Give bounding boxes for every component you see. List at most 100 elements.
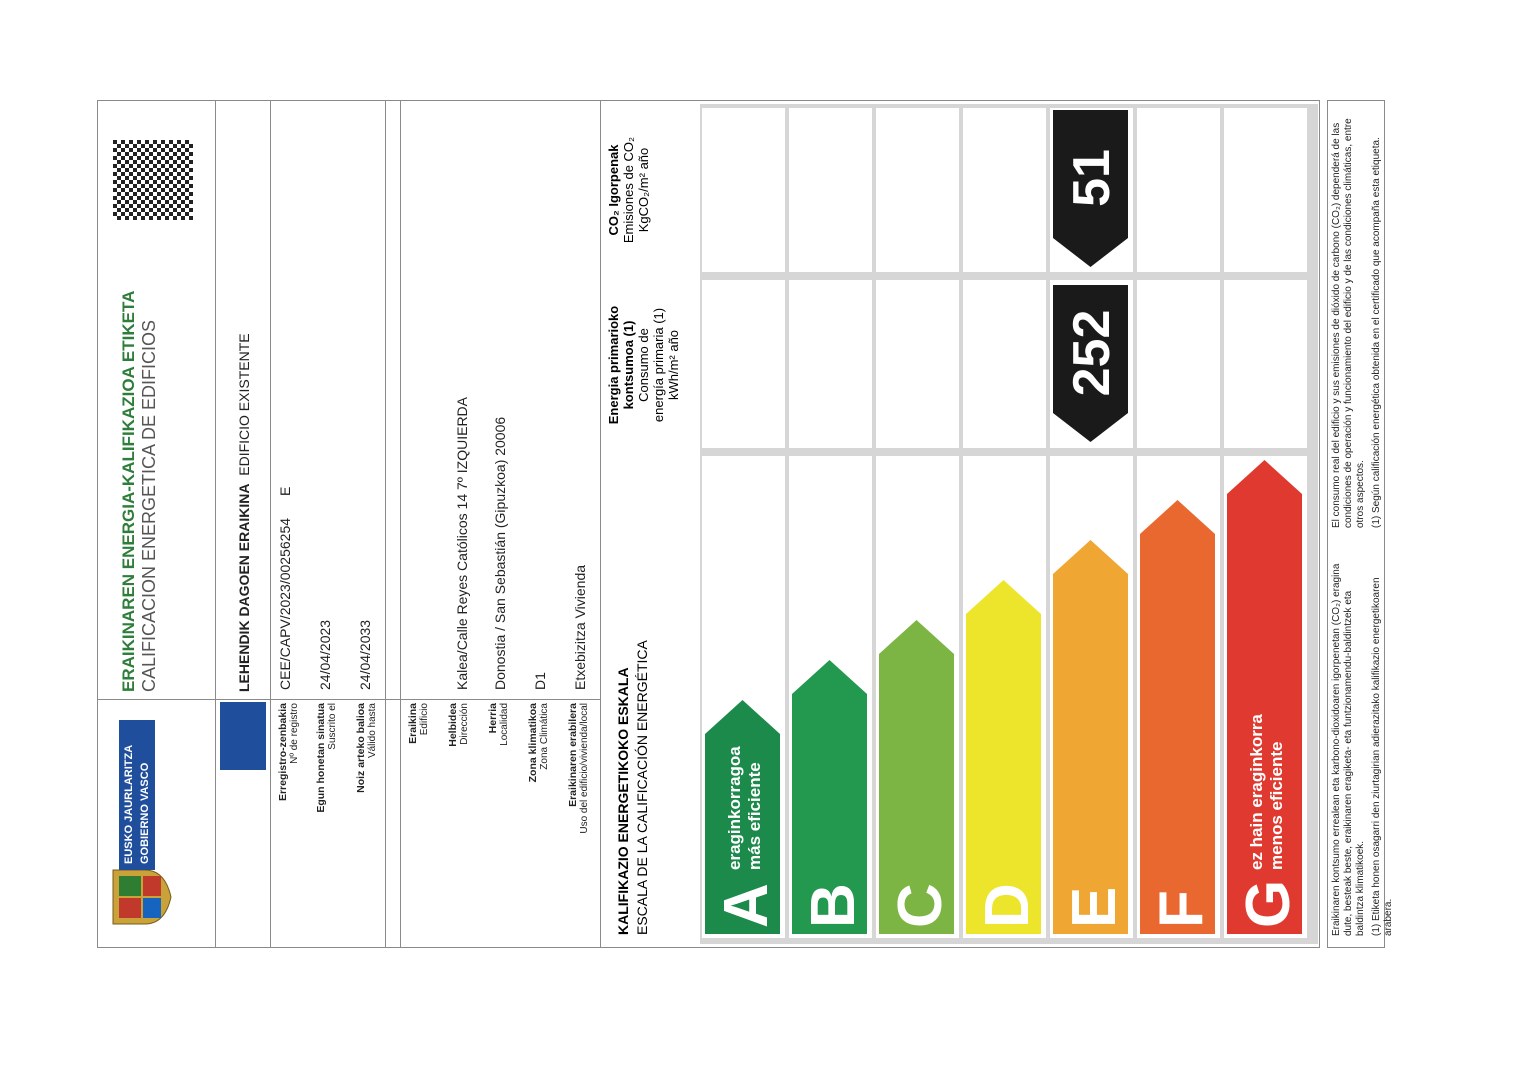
co2-header: CO₂ Igorpenak bbox=[606, 144, 621, 236]
value: 24/04/2033 bbox=[357, 619, 373, 690]
class-label: menos eficiente bbox=[1267, 742, 1286, 871]
label: Egun honetan sinatua Suscrito el bbox=[315, 703, 339, 813]
energy-header: Energia primarioko bbox=[606, 306, 621, 425]
footer-es: El consumo real del edificio y sus emisi… bbox=[1331, 108, 1387, 528]
label-eu: Egun honetan sinatua bbox=[315, 703, 327, 813]
energy-cell bbox=[876, 280, 959, 448]
co2-cell bbox=[1224, 108, 1307, 272]
logo-box: EUSKO JAURLARITZA GOBIERNO VASCO bbox=[119, 720, 155, 870]
label-es: Localidad bbox=[499, 703, 510, 746]
footer-note: Eraikinaren kontsumo errealean eta karbo… bbox=[1331, 563, 1366, 936]
class-letter: E bbox=[1060, 887, 1129, 928]
class-letter: D bbox=[973, 883, 1042, 928]
co2-header: KgCO₂/m² año bbox=[636, 148, 651, 233]
energy-value: 252 bbox=[1063, 310, 1121, 397]
energy-cell bbox=[789, 280, 872, 448]
label-eu: Erregistro-zenbakia bbox=[277, 703, 289, 802]
label-es: Edificio bbox=[419, 703, 430, 736]
co2-value: 51 bbox=[1063, 149, 1121, 207]
label: Erregistro-zenbakia Nº de registro bbox=[277, 703, 301, 801]
class-arrow bbox=[1140, 500, 1215, 934]
logo-text: EUSKO JAURLARITZA bbox=[123, 744, 135, 864]
energy-cell bbox=[1137, 280, 1220, 448]
class-arrow bbox=[792, 660, 867, 934]
co2-cell bbox=[963, 108, 1046, 272]
energy-label: EUSKO JAURLARITZA GOBIERNO VASCO ERAIKIN… bbox=[97, 100, 1394, 948]
co2-cell bbox=[702, 108, 785, 272]
label-es: Válido hasta bbox=[367, 703, 378, 759]
co2-cell bbox=[1137, 108, 1220, 272]
building-type: LEHENDIK DAGOEN ERAIKINA EDIFICIO EXISTE… bbox=[236, 333, 252, 692]
divider bbox=[385, 100, 386, 948]
label-eu: Zona klimatikoa bbox=[527, 703, 539, 783]
class-arrow bbox=[1227, 460, 1302, 934]
class-label: ez hain eraginkorra bbox=[1247, 714, 1266, 870]
label-es: Suscrito el bbox=[327, 703, 338, 750]
energy-cell bbox=[1224, 280, 1307, 448]
footer-note: El consumo real del edificio y sus emisi… bbox=[1331, 118, 1366, 528]
footer-eu: Eraikinaren kontsumo errealean eta karbo… bbox=[1331, 556, 1399, 936]
co2-cell bbox=[789, 108, 872, 272]
value: CEE/CAPV/2023/00256254 E bbox=[277, 487, 293, 690]
energy-header: Consumo de bbox=[636, 328, 651, 402]
divider bbox=[215, 100, 216, 948]
class-arrow bbox=[705, 700, 780, 934]
energy-cell bbox=[963, 280, 1046, 448]
label: Noiz arteko balioa Válido hasta bbox=[355, 703, 379, 793]
class-letter: B bbox=[799, 883, 868, 928]
class-arrow bbox=[879, 620, 954, 934]
label-eu: Noiz arteko balioa bbox=[355, 703, 367, 793]
label: Eraikinaren erabilera Uso del edificio/vi… bbox=[567, 703, 591, 834]
eu-flag bbox=[220, 702, 266, 770]
class-letter: G bbox=[1234, 880, 1303, 928]
energy-indicator bbox=[1053, 285, 1128, 442]
label-es: Zona Climática bbox=[539, 703, 550, 770]
value: Etxebizitza Vivienda bbox=[572, 564, 588, 690]
label-eu: Eraikina bbox=[407, 703, 419, 744]
rating-scale: KALIFIKAZIO ENERGETIKOKO ESKALA ESCALA D… bbox=[606, 104, 1318, 944]
footer-note: (1) Según calificación energética obteni… bbox=[1371, 137, 1382, 528]
value-text: E bbox=[277, 486, 293, 496]
value: 24/04/2023 bbox=[317, 619, 333, 690]
label-es: Dirección bbox=[459, 703, 470, 745]
scale-subtitle: ESCALA DE LA CALIFICACIÓN ENERGÉTICA bbox=[634, 639, 650, 935]
class-letter: A bbox=[712, 883, 781, 928]
label-eu: Herria bbox=[487, 703, 499, 734]
energy-cell bbox=[702, 280, 785, 448]
value: Kalea/Calle Reyes Católicos 14 7º IZQUIE… bbox=[454, 396, 470, 690]
energy-header: energía primaria (1) bbox=[651, 308, 666, 422]
footer-note: (1) Etiketa honen osagarri den ziurtagir… bbox=[1371, 577, 1394, 936]
subtitle: CALIFICACION ENERGETICA DE EDIFICIOS bbox=[139, 319, 159, 692]
scale-title: KALIFIKAZIO ENERGETIKOKO ESKALA bbox=[615, 667, 631, 935]
co2-header: Emisiones de CO₂ bbox=[621, 137, 636, 243]
building-type-eu: LEHENDIK DAGOEN ERAIKINA bbox=[236, 483, 252, 692]
class-letter: F bbox=[1147, 890, 1216, 928]
class-letter: C bbox=[886, 883, 955, 928]
label-es: Nº de registro bbox=[289, 703, 300, 764]
coat-of-arms bbox=[112, 869, 172, 925]
label: Eraikina Edificio bbox=[407, 703, 431, 744]
label-eu: Helbidea bbox=[447, 703, 459, 747]
energy-header: kontsumoa (1) bbox=[621, 321, 636, 410]
qr-code bbox=[107, 134, 199, 226]
value-text: CEE/CAPV/2023/00256254 bbox=[277, 517, 293, 690]
divider bbox=[270, 100, 271, 948]
class-arrow bbox=[1053, 540, 1128, 934]
class-arrow bbox=[966, 580, 1041, 934]
label: Zona klimatikoa Zona Climática bbox=[527, 703, 551, 782]
label: Herria Localidad bbox=[487, 703, 511, 746]
co2-indicator bbox=[1053, 110, 1128, 267]
divider bbox=[400, 100, 401, 948]
co2-cell bbox=[876, 108, 959, 272]
class-label: más eficiente bbox=[745, 762, 764, 870]
label-es: Uso del edificio/vivienda/local bbox=[579, 703, 590, 834]
column-divider bbox=[97, 699, 600, 700]
label-eu: Eraikinaren erabilera bbox=[567, 703, 579, 807]
value: Donostia / San Sebastián (Gipuzkoa) 2000… bbox=[492, 416, 508, 690]
title: ERAIKINAREN ENERGIA-KALIFIKAZIOA ETIKETA bbox=[119, 290, 138, 692]
class-label: eraginkorragoa bbox=[725, 746, 744, 870]
energy-header: kWh/m² año bbox=[666, 330, 681, 400]
building-type-es: EDIFICIO EXISTENTE bbox=[236, 333, 252, 476]
label: Helbidea Dirección bbox=[447, 703, 471, 747]
